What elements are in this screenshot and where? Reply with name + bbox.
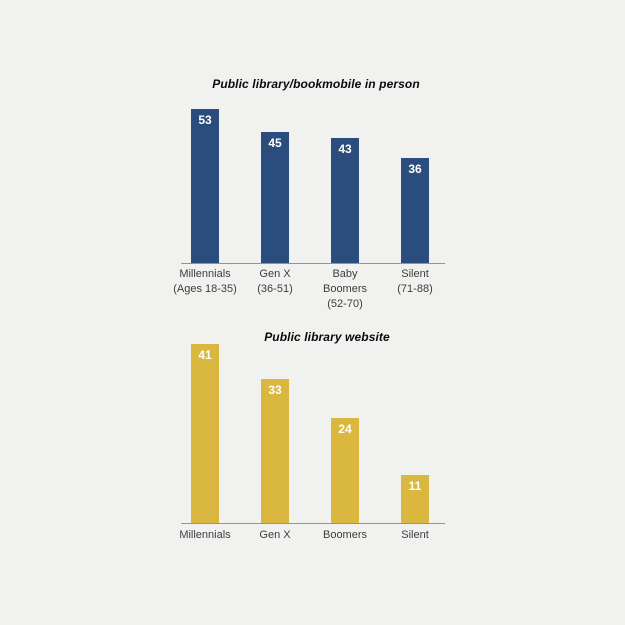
- category-label-millennials: Millennials (Ages 18-35): [173, 268, 237, 295]
- bar-gen-x: 45: [261, 132, 289, 263]
- bar-value-label: 53: [198, 113, 212, 127]
- bar-value-label: 36: [408, 162, 422, 176]
- category-label-silent: Silent (71-88): [397, 268, 433, 295]
- category-label-gen-x: Gen X (36-51): [257, 268, 293, 295]
- bar-silent: 36: [401, 158, 429, 263]
- category-label-gen-x: Gen X: [259, 529, 291, 541]
- bar-gen-x: 33: [261, 379, 289, 523]
- bar-boomers: 24: [331, 418, 359, 523]
- bar-value-label: 33: [268, 383, 282, 397]
- bar-value-label: 45: [268, 136, 282, 150]
- bar-value-label: 11: [408, 479, 422, 493]
- bar-silent: 11: [401, 475, 429, 523]
- x-axis-line: [181, 523, 445, 524]
- chart-title-website: Public library website: [264, 330, 390, 344]
- bar-millennials: 53: [191, 109, 219, 263]
- bar-value-label: 43: [338, 142, 352, 156]
- category-label-baby: Baby Boomers (52-70): [322, 268, 368, 310]
- bar-millennials: 41: [191, 344, 219, 523]
- chart-title-in-person: Public library/bookmobile in person: [212, 77, 420, 91]
- bar-value-label: 24: [338, 422, 352, 436]
- category-label-boomers: Boomers: [322, 529, 368, 541]
- category-label-millennials: Millennials: [179, 529, 231, 541]
- bar-value-label: 41: [198, 348, 212, 362]
- x-axis-line: [181, 263, 445, 264]
- bar-baby: 43: [331, 138, 359, 263]
- category-label-silent: Silent: [401, 529, 429, 541]
